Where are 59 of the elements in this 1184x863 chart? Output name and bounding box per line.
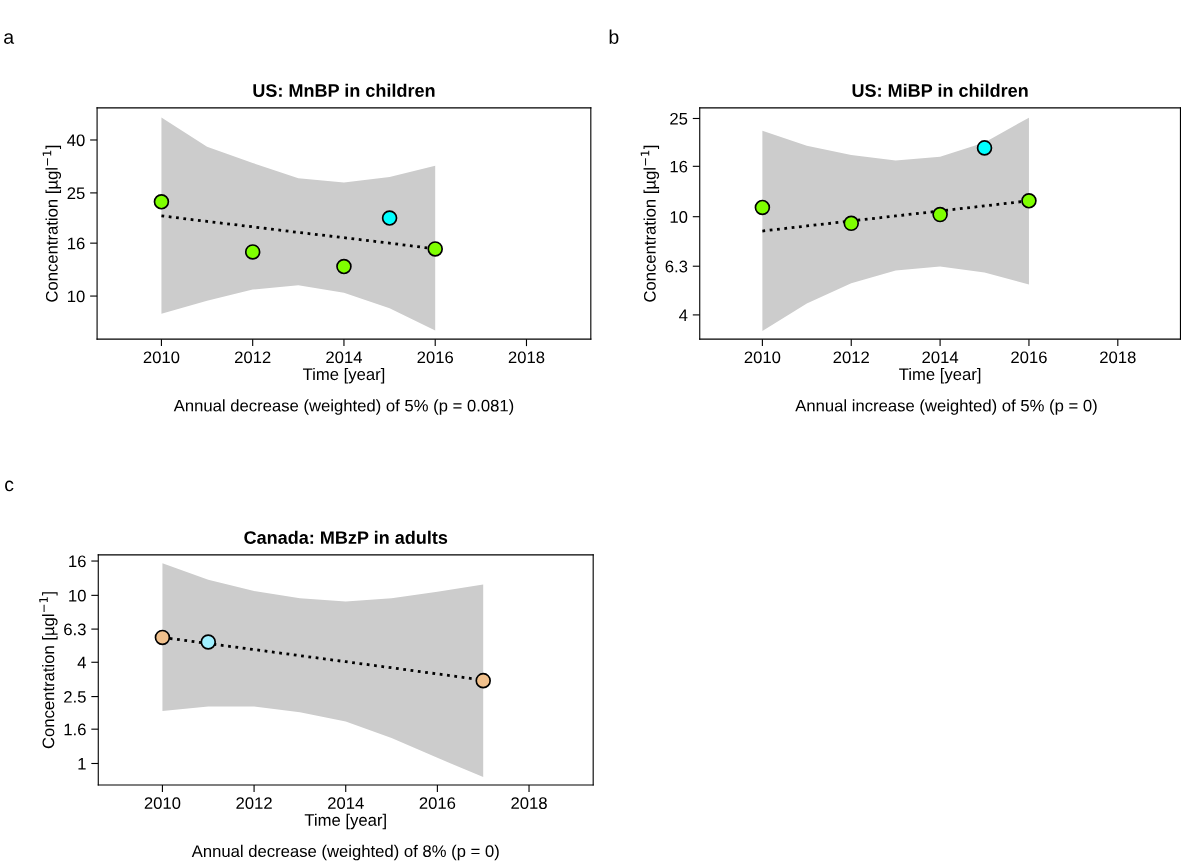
y-tick-label: 25	[670, 112, 688, 125]
x-axis-title: Time [year]	[899, 367, 981, 384]
chart-title: US: MnBP in children	[253, 83, 435, 97]
y-tick-label: 16	[68, 237, 85, 250]
text: Annual increase (weighted) of 5% (p = 0)	[795, 399, 1097, 415]
point	[153, 194, 170, 210]
text: Annual decrease (weighted) of 5% (p = 0.081)	[173, 399, 514, 415]
x-tick-label: 2016	[417, 351, 454, 364]
text: c	[5, 480, 14, 492]
point	[475, 672, 491, 689]
point	[754, 199, 771, 216]
x-tick-label: 2012	[833, 351, 869, 364]
y-tick-label: 10	[68, 290, 85, 303]
point	[154, 629, 171, 646]
point	[381, 210, 398, 226]
chart-title: US: MiBP in children	[852, 83, 1028, 97]
y-tick-label: 25	[67, 187, 85, 200]
x-axis-title: Time [year]	[304, 813, 386, 830]
x-tick-label: 2014	[922, 351, 959, 364]
y-axis-title: Concentration [µgl$^{−1}$]	[39, 592, 58, 749]
y-tick-label: 16	[670, 160, 688, 173]
y-tick-label: 4	[77, 656, 86, 669]
point	[843, 215, 860, 232]
x-tick-label: 2014	[326, 351, 362, 364]
y-tick-label: 10	[670, 211, 688, 223]
x-tick-label: 2018	[511, 797, 547, 810]
x-tick-label: 2012	[236, 797, 272, 810]
point	[200, 634, 217, 650]
x-tick-label: 2010	[143, 351, 180, 364]
y-tick-label: 40	[67, 134, 85, 147]
point	[976, 140, 993, 156]
x-tick-label: 2018	[508, 351, 545, 364]
point	[427, 241, 443, 257]
x-tick-label: 2012	[234, 351, 271, 364]
point	[244, 244, 261, 260]
x-axis-title: Time [year]	[302, 367, 385, 384]
y-tick-label: 1	[78, 758, 86, 770]
y-axis-title: Concentration [µgl$^{−1}$]	[42, 145, 62, 302]
y-tick-label: 1.6	[64, 723, 86, 736]
chart-title: Canada: MBzP in adults	[244, 530, 448, 544]
point	[932, 206, 948, 223]
x-tick-label: 2010	[144, 797, 181, 810]
y-tick-label: 6.3	[64, 623, 86, 636]
text: a	[4, 33, 15, 44]
point	[1021, 193, 1037, 209]
x-tick-label: 2010	[744, 351, 781, 364]
y-tick-label: 16	[69, 555, 86, 568]
x-tick-label: 2016	[1011, 351, 1047, 364]
x-tick-label: 2014	[328, 797, 364, 810]
text: b	[609, 29, 619, 44]
point	[336, 258, 352, 275]
y-tick-label: 2.5	[64, 690, 86, 703]
y-axis-title: Concentration [µgl$^{−1}$]	[640, 145, 660, 302]
y-tick-label: 10	[69, 589, 86, 602]
x-tick-label: 2016	[419, 797, 456, 810]
x-tick-label: 2018	[1100, 351, 1136, 364]
y-tick-label: 4	[679, 309, 688, 321]
y-tick-label: 6.3	[665, 260, 688, 273]
text: Annual decrease (weighted) of 8% (p = 0)	[191, 844, 499, 861]
